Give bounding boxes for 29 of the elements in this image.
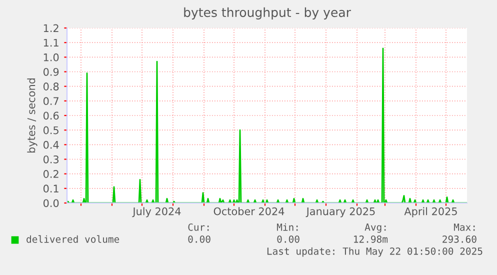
text: Min: [276, 223, 298, 231]
y-tick-label: 1.1 [44, 38, 58, 47]
chart-title: bytes throughput - by year [184, 7, 351, 20]
text: 0.00 [188, 235, 210, 243]
text: 12.98m [354, 235, 388, 243]
x-tick-label: July 2024 [132, 207, 181, 218]
y-tick-label: 0.1 [43, 184, 58, 193]
y-tick-label: 1.2 [44, 24, 58, 32]
y-tick-label: 0.5 [43, 126, 58, 134]
text: Max: [454, 224, 475, 231]
y-axis-title: bytes / second [27, 78, 38, 153]
x-tick-label: April 2025 [404, 207, 457, 218]
text: Avg: [364, 224, 386, 233]
y-tick-label: 0.4 [43, 140, 59, 149]
y-tick-label: 0.8 [43, 82, 59, 90]
y-tick-label: 1.0 [44, 53, 59, 62]
y-tick-label: 0.7 [43, 97, 58, 106]
text: Last update: Thu May 22 01:50:00 2025 [267, 247, 482, 257]
x-tick-label: October 2024 [214, 207, 284, 216]
y-tick-label: 0.9 [43, 68, 59, 76]
text: 0.00 [277, 235, 300, 243]
y-tick-label: 0.3 [43, 155, 59, 164]
text: 293.60 [442, 235, 476, 243]
y-tick-label: 0.6 [43, 112, 59, 120]
y-tick-label: 0.2 [43, 170, 58, 178]
text: Cur: [188, 223, 209, 231]
x-tick-label: January 2025 [306, 207, 375, 218]
legend-label: delivered volume [26, 235, 120, 243]
y-tick-label: 0.0 [43, 199, 59, 208]
